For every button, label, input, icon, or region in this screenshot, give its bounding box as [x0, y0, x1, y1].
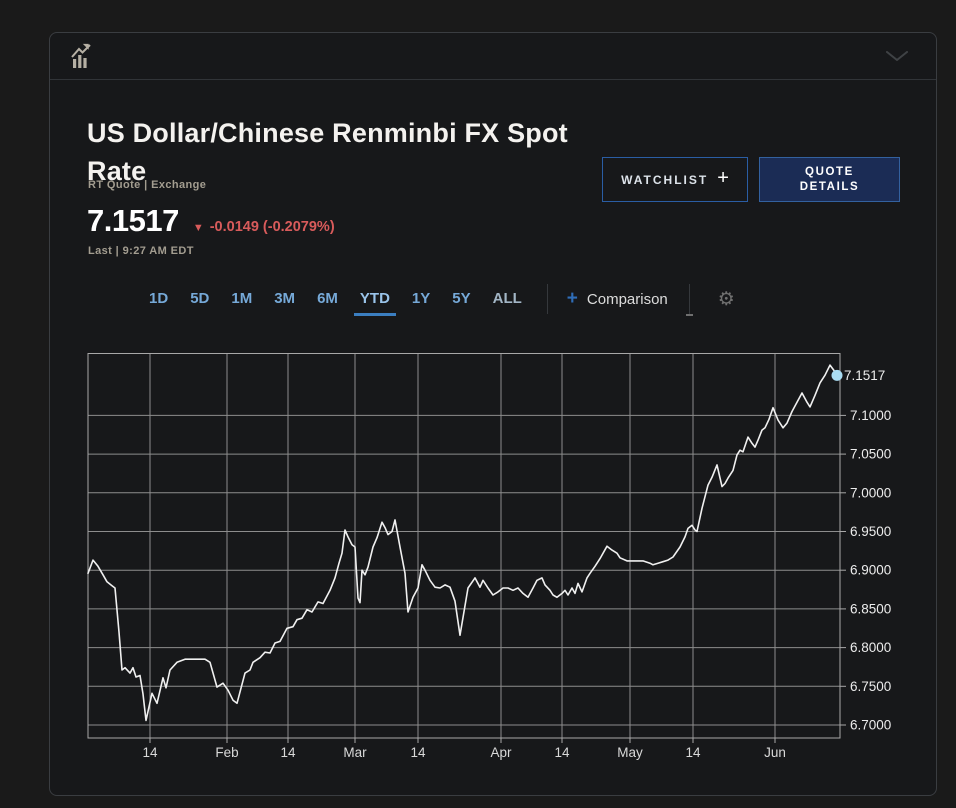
- last-price-dot: [831, 369, 843, 381]
- x-axis-label: Feb: [215, 745, 238, 760]
- y-axis-label: 7.0500: [850, 447, 891, 462]
- y-axis-label: 6.7500: [850, 679, 891, 694]
- down-arrow-icon: ▼: [192, 222, 204, 234]
- comparison-button[interactable]: + Comparison: [561, 289, 674, 309]
- x-axis-label: 14: [410, 745, 426, 760]
- comparison-label: Comparison: [586, 290, 668, 308]
- page-title: US Dollar/Chinese Renminbi FX Spot Rate: [87, 118, 568, 187]
- quote-source-label: RT Quote | Exchange: [88, 179, 207, 191]
- y-axis-label: 6.8500: [850, 601, 891, 616]
- x-axis-label: 14: [280, 745, 296, 760]
- x-axis-label: Apr: [490, 745, 512, 760]
- action-buttons: WATCHLIST + QUOTE DETAILS: [602, 157, 900, 202]
- quote-details-line2: DETAILS: [799, 180, 860, 193]
- price-line: [87, 364, 838, 722]
- quote-details-line1: QUOTE: [805, 165, 854, 178]
- divider: [688, 284, 690, 314]
- tab-1d[interactable]: 1D: [138, 283, 179, 315]
- tab-1y[interactable]: 1Y: [401, 283, 441, 315]
- y-axis-label: 7.1000: [850, 408, 891, 423]
- price-change: ▼ -0.0149 (-0.2079%): [193, 219, 335, 235]
- chart-settings-button[interactable]: ⚙: [718, 290, 735, 309]
- tab-1m[interactable]: 1M: [220, 283, 263, 315]
- x-axis-label: 14: [554, 745, 570, 760]
- last-price-label: 7.1517: [844, 368, 885, 383]
- watchlist-button[interactable]: WATCHLIST +: [602, 157, 748, 202]
- last-timestamp: Last | 9:27 AM EDT: [88, 245, 194, 257]
- plot-frame: [87, 353, 841, 739]
- tab-all[interactable]: ALL: [482, 283, 533, 315]
- stock-chart-icon: [71, 43, 91, 68]
- y-axis-label: 6.8000: [850, 640, 891, 655]
- collapse-card-button[interactable]: [884, 49, 910, 64]
- y-axis-label: 6.9000: [850, 563, 891, 578]
- quote-card: US Dollar/Chinese Renminbi FX Spot Rate …: [49, 32, 937, 796]
- last-price: 7.1517: [87, 203, 179, 238]
- y-axis-label: 7.0000: [850, 485, 891, 500]
- gear-icon: ⚙: [717, 288, 735, 310]
- tab-6m[interactable]: 6M: [306, 283, 349, 315]
- y-axis-label: 6.7000: [850, 718, 891, 733]
- time-range-tabs: 1D 5D 1M 3M 6M YTD 1Y 5Y ALL + Compariso…: [138, 283, 735, 316]
- x-axis-label: 14: [685, 745, 701, 760]
- chevron-down-icon: [886, 50, 908, 61]
- price-chart[interactable]: 14 Feb 14 Mar 14 Apr 14 May 14 Jun 7.1000 7.0500 7.0…: [50, 353, 936, 773]
- card-header: [50, 33, 936, 80]
- price-row: 7.1517 ▼ -0.0149 (-0.2079%): [87, 203, 335, 239]
- plus-icon: +: [717, 166, 729, 189]
- tab-3m[interactable]: 3M: [263, 283, 306, 315]
- quote-details-button[interactable]: QUOTE DETAILS: [759, 157, 900, 202]
- x-axis-label: Mar: [343, 745, 367, 760]
- tab-5d[interactable]: 5D: [179, 283, 220, 315]
- tab-ytd[interactable]: YTD: [349, 283, 401, 316]
- x-axis-label: Jun: [764, 745, 786, 760]
- plus-icon: +: [566, 288, 578, 309]
- divider: [546, 284, 548, 314]
- y-axis-label: 6.9500: [850, 524, 891, 539]
- tab-5y[interactable]: 5Y: [441, 283, 481, 315]
- watchlist-button-label: WATCHLIST: [621, 172, 709, 187]
- x-axis-label: 14: [142, 745, 158, 760]
- x-axis-label: May: [617, 745, 643, 760]
- scrollbar-hint: [686, 314, 693, 316]
- price-change-value: -0.0149 (-0.2079%): [209, 219, 335, 235]
